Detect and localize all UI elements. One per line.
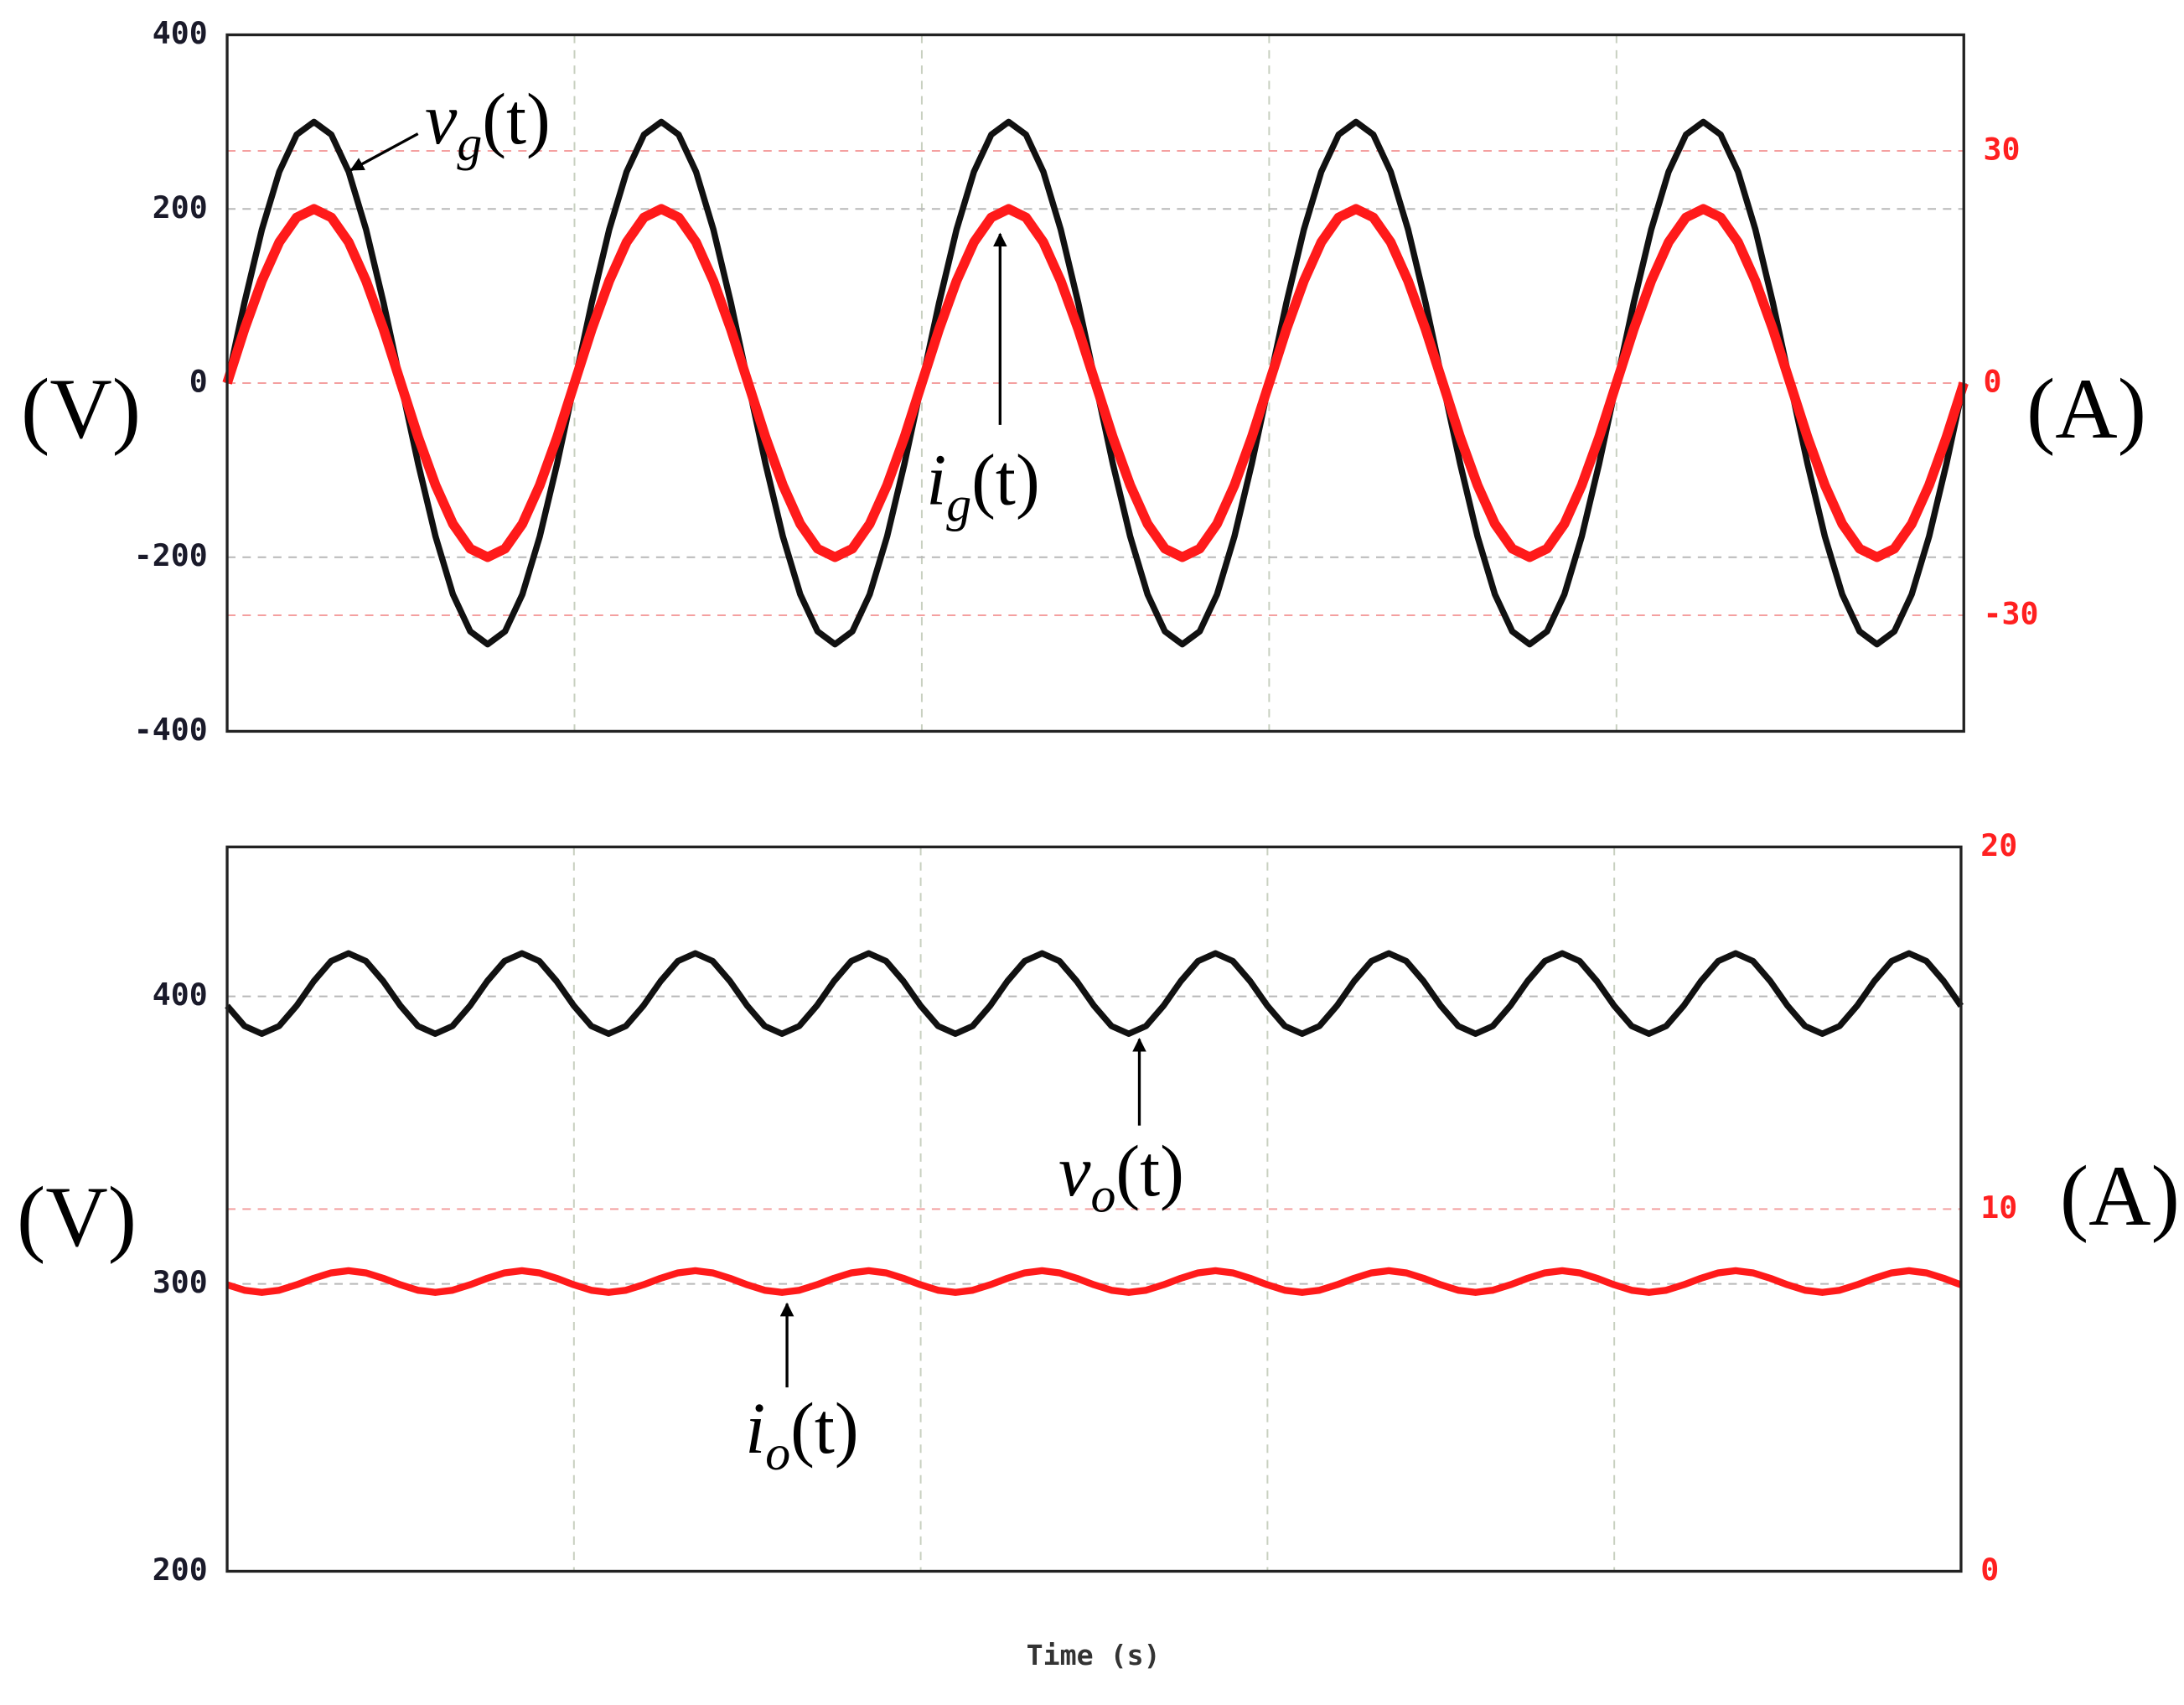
annotation-argument: (t) <box>790 1388 859 1469</box>
annotation-symbol: i <box>745 1388 765 1469</box>
y-axis-label: (V) <box>21 361 141 457</box>
y2-tick-label: 30 <box>1984 132 2021 168</box>
y2-tick-label: 10 <box>1980 1189 2017 1226</box>
y-tick-label: 200 <box>153 189 208 225</box>
y-tick-label: -200 <box>134 537 208 573</box>
annotation: vo(t) <box>1058 1131 1184 1223</box>
annotation: ig(t) <box>926 440 1039 532</box>
annotation-subscript: o <box>1090 1168 1115 1223</box>
x-axis-label: Time (s) <box>1027 1639 1161 1671</box>
series-line <box>225 1267 1963 1296</box>
annotation-symbol: v <box>425 79 458 159</box>
y-tick-label: 400 <box>153 15 208 51</box>
series-line <box>222 204 1969 562</box>
y-tick-label: 400 <box>153 977 208 1013</box>
annotation-subscript: g <box>457 116 482 171</box>
plot-frame <box>225 33 1965 733</box>
y2-axis-label: (A) <box>2060 1148 2180 1244</box>
series-line <box>225 950 1964 1037</box>
annotation: io(t) <box>745 1388 858 1480</box>
annotation-arrow <box>349 132 419 172</box>
annotation-subscript: o <box>765 1425 790 1480</box>
annotation-argument: (t) <box>482 79 551 159</box>
annotation-subscript: g <box>946 477 971 532</box>
annotation-symbol: i <box>926 440 946 521</box>
y-tick-label: 0 <box>189 363 208 399</box>
y2-tick-label: 20 <box>1980 827 2017 863</box>
y-tick-label: 200 <box>153 1552 208 1588</box>
y-tick-label: 300 <box>153 1264 208 1300</box>
y2-axis-label: (A) <box>2026 361 2146 457</box>
annotation-symbol: v <box>1058 1131 1091 1211</box>
annotation-argument: (t) <box>1115 1131 1184 1211</box>
y2-tick-label: 0 <box>1980 1552 1999 1588</box>
annotation-argument: (t) <box>971 440 1040 521</box>
y2-tick-label: 0 <box>1984 363 2002 399</box>
y2-tick-label: -30 <box>1984 595 2039 631</box>
y-tick-label: -400 <box>134 712 208 748</box>
annotation: vg(t) <box>425 79 551 171</box>
y-axis-label: (V) <box>17 1169 137 1265</box>
plot-frame <box>225 845 1963 1573</box>
